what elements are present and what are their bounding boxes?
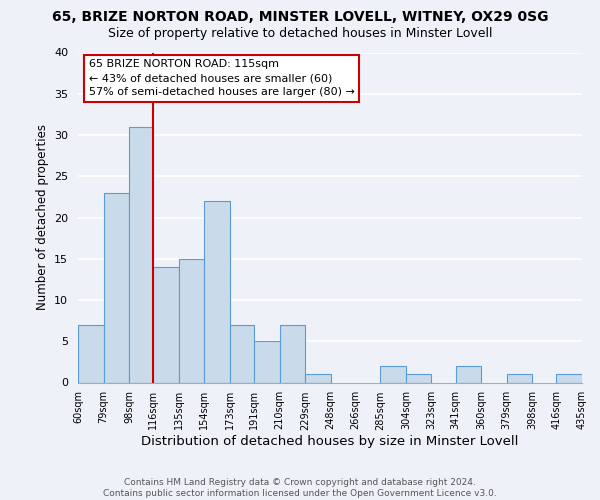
Text: 65, BRIZE NORTON ROAD, MINSTER LOVELL, WITNEY, OX29 0SG: 65, BRIZE NORTON ROAD, MINSTER LOVELL, W… xyxy=(52,10,548,24)
Bar xyxy=(205,201,230,382)
Bar xyxy=(104,192,129,382)
Bar xyxy=(153,267,179,382)
Bar xyxy=(78,325,104,382)
Bar xyxy=(507,374,532,382)
Bar xyxy=(406,374,431,382)
Bar xyxy=(305,374,331,382)
Bar xyxy=(556,374,582,382)
Bar xyxy=(380,366,406,382)
Text: Size of property relative to detached houses in Minster Lovell: Size of property relative to detached ho… xyxy=(108,28,492,40)
Bar xyxy=(254,341,280,382)
Bar xyxy=(230,325,254,382)
X-axis label: Distribution of detached houses by size in Minster Lovell: Distribution of detached houses by size … xyxy=(142,435,518,448)
Bar xyxy=(455,366,481,382)
Bar xyxy=(280,325,305,382)
Bar xyxy=(179,259,205,382)
Bar xyxy=(129,126,153,382)
Y-axis label: Number of detached properties: Number of detached properties xyxy=(35,124,49,310)
Text: 65 BRIZE NORTON ROAD: 115sqm
← 43% of detached houses are smaller (60)
57% of se: 65 BRIZE NORTON ROAD: 115sqm ← 43% of de… xyxy=(89,59,355,97)
Text: Contains HM Land Registry data © Crown copyright and database right 2024.
Contai: Contains HM Land Registry data © Crown c… xyxy=(103,478,497,498)
